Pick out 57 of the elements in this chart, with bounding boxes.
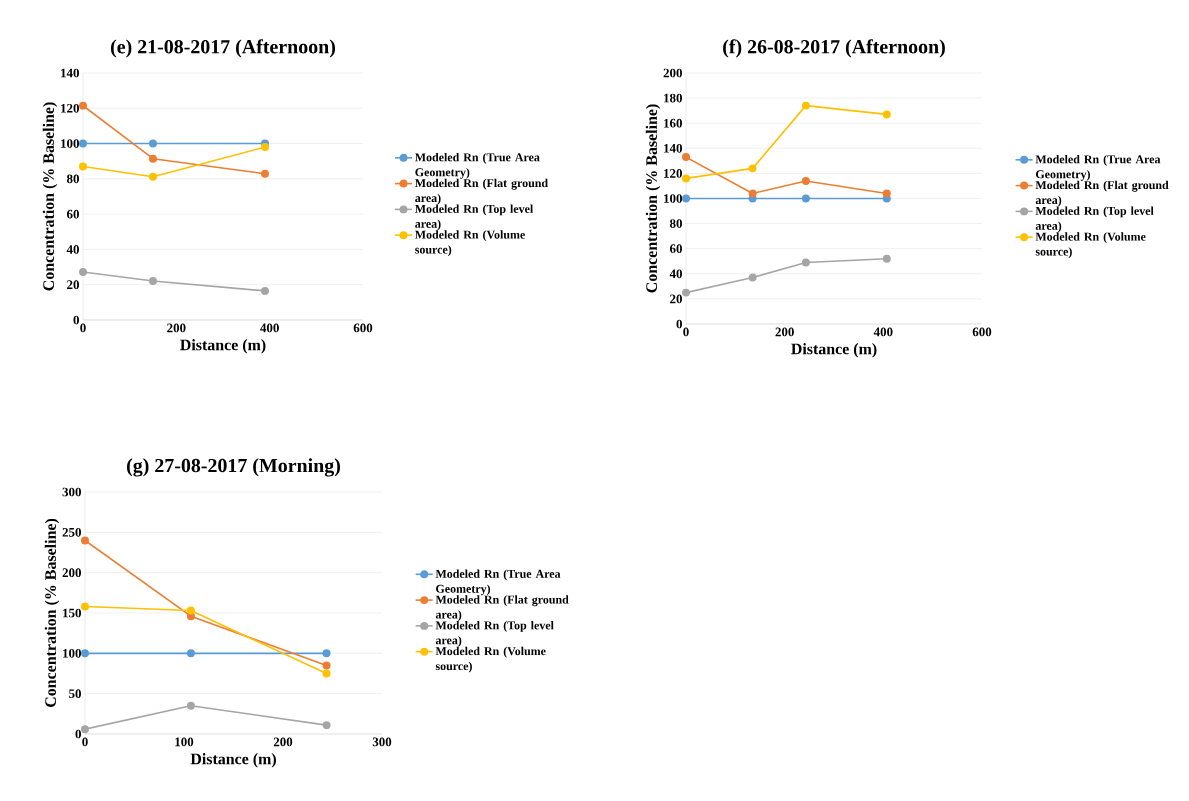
y-tick-label: 50: [69, 689, 81, 699]
y-tick-label: 120: [664, 169, 682, 178]
y-tick-label: 200: [663, 68, 682, 78]
chart-title: (g) 27-08-2017 (Morning): [127, 458, 340, 477]
x-tick-label: 400: [873, 327, 893, 337]
x-tick-label: 400: [260, 323, 279, 333]
y-axis-title: Concentration (% Baseline): [42, 102, 58, 291]
y-tick-label: 100: [664, 194, 682, 203]
x-axis-title: Distance (m): [180, 339, 266, 354]
y-tick-label: 120: [61, 103, 79, 113]
y-tick-label: 150: [63, 608, 81, 618]
legend-label: Modeled Rn (Volume source): [414, 230, 525, 257]
legend-label: Modeled Rn (Flat ground area): [1035, 180, 1169, 207]
x-axis-title: Distance (m): [791, 343, 877, 358]
y-tick-label: 100: [61, 139, 79, 148]
y-tick-label: 180: [664, 93, 682, 103]
x-tick-label: 0: [683, 327, 689, 337]
y-tick-label: 300: [62, 487, 81, 497]
x-tick-label: 600: [353, 323, 373, 333]
legend-label: Modeled Rn (Volume source): [1035, 232, 1146, 259]
y-tick-label: 160: [664, 118, 682, 128]
y-tick-label: 40: [66, 245, 79, 254]
y-tick-label: 20: [670, 294, 682, 304]
y-tick-label: 60: [66, 209, 79, 219]
x-tick-label: 200: [167, 323, 186, 333]
y-tick-label: 140: [664, 143, 682, 153]
legend-label: Modeled Rn (Top level area): [1035, 206, 1154, 233]
x-tick-label: 300: [372, 737, 392, 747]
legend-label: Modeled Rn (Top level area): [414, 204, 534, 231]
y-tick-label: 60: [669, 244, 682, 254]
chart-title: (f) 26-08-2017 (Afternoon): [723, 39, 945, 58]
legend-label: Modeled Rn (Flat ground area): [435, 595, 569, 621]
y-tick-label: 20: [67, 280, 79, 290]
x-tick-label: 100: [175, 737, 194, 747]
y-tick-label: 0: [73, 315, 79, 325]
y-tick-label: 80: [669, 219, 682, 228]
x-tick-label: 200: [273, 737, 293, 747]
legend-label: Modeled Rn (True Area Geometry): [414, 152, 540, 179]
legend-label: Modeled Rn (Flat ground area): [414, 178, 548, 205]
legend-label: Modeled Rn (Top level area): [435, 620, 554, 647]
chart-title: (e) 21-08-2017 (Afternoon): [111, 39, 336, 58]
x-tick-label: 600: [972, 327, 992, 337]
y-tick-label: 100: [63, 648, 81, 658]
y-tick-label: 140: [61, 68, 79, 78]
legend-label: Modeled Rn (Volume source): [435, 646, 546, 673]
y-axis-title: Concentration (% Baseline): [645, 104, 661, 293]
y-tick-label: 200: [62, 568, 81, 578]
x-tick-label: 200: [775, 327, 794, 337]
y-tick-label: 40: [669, 269, 682, 279]
y-tick-label: 80: [66, 174, 79, 184]
y-tick-label: 250: [62, 527, 81, 537]
y-tick-label: 0: [75, 729, 81, 739]
x-axis-title: Distance (m): [190, 753, 276, 768]
legend-label: Modeled Rn (True Area Geometry): [435, 569, 561, 596]
legend-label: Modeled Rn (True Area Geometry): [1035, 154, 1161, 181]
x-tick-label: 0: [82, 737, 88, 747]
y-axis-title: Concentration (% Baseline): [44, 518, 60, 707]
